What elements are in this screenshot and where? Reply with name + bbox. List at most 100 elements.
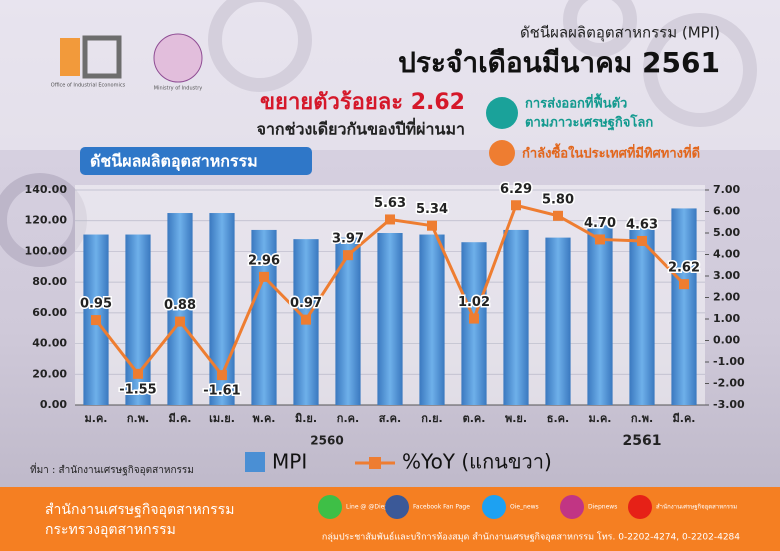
legend-label: %YoY (แกนขวา) bbox=[402, 450, 552, 474]
x-tick-label: ส.ค. bbox=[379, 412, 401, 425]
footer-ministry: กระทรวงอุตสาหกรรม bbox=[45, 522, 176, 538]
bar bbox=[335, 237, 361, 405]
data-label: -1.55 bbox=[119, 382, 156, 397]
y-tick-label: 0.00 bbox=[40, 398, 67, 411]
headline: ขยายตัวร้อยละ 2.62 bbox=[260, 90, 465, 115]
x-group-label: 2561 bbox=[623, 433, 662, 449]
y2-tick-label: -3.00 bbox=[713, 398, 745, 411]
y2-tick-label: 4.00 bbox=[713, 248, 740, 261]
x-tick-label: ต.ค. bbox=[463, 412, 486, 425]
point bbox=[679, 279, 689, 290]
y2-tick-label: 1.00 bbox=[713, 312, 740, 325]
social: Facebook Fan Page bbox=[413, 504, 470, 511]
bar bbox=[461, 242, 487, 405]
point bbox=[91, 315, 101, 326]
bar bbox=[587, 225, 613, 405]
y2-tick-label: -2.00 bbox=[713, 377, 745, 390]
x-tick-label: มี.ค. bbox=[169, 412, 192, 425]
data-label: 0.97 bbox=[290, 296, 322, 311]
point bbox=[511, 200, 521, 211]
bar bbox=[377, 233, 403, 405]
bar bbox=[671, 208, 697, 405]
social: Diepnews bbox=[588, 504, 617, 511]
point bbox=[301, 314, 311, 325]
gears bbox=[0, 0, 757, 267]
icon bbox=[486, 97, 518, 129]
y2-tick-label: 3.00 bbox=[713, 269, 740, 282]
y2-tick-label: 7.00 bbox=[713, 183, 740, 196]
x-tick-label: ก.พ. bbox=[631, 412, 653, 425]
data-label: -1.61 bbox=[203, 384, 240, 399]
icon bbox=[489, 140, 515, 166]
icon bbox=[385, 495, 409, 519]
legend-swatch bbox=[245, 452, 265, 472]
x-tick-label: ก.ย. bbox=[421, 412, 442, 425]
icon bbox=[482, 495, 506, 519]
data-label: 4.70 bbox=[584, 216, 616, 231]
data-label: 2.96 bbox=[248, 253, 280, 268]
chart-title: ดัชนีผลผลิตอุตสาหกรรม bbox=[90, 152, 258, 172]
title: ประจำเดือนมีนาคม 2561 bbox=[398, 46, 720, 79]
icon bbox=[318, 495, 342, 519]
data-label: 3.97 bbox=[332, 232, 364, 247]
subline: จากช่วงเดียวกันของปีที่ผ่านมา bbox=[257, 118, 465, 139]
social: Oie_news bbox=[510, 504, 539, 511]
data-label: 1.02 bbox=[458, 295, 490, 310]
highlight: การส่งออกที่ฟื้นตัว bbox=[525, 93, 627, 112]
point bbox=[217, 370, 227, 381]
bar bbox=[503, 229, 529, 405]
point bbox=[553, 210, 563, 221]
y-tick-label: 100.00 bbox=[25, 244, 68, 257]
point bbox=[385, 214, 395, 225]
x-tick-label: ม.ค. bbox=[85, 412, 108, 425]
x-tick-label: ธ.ค. bbox=[547, 412, 569, 425]
data-label: 5.80 bbox=[542, 192, 574, 207]
y2-tick-label: -1.00 bbox=[713, 355, 745, 368]
chart-title-box bbox=[80, 147, 312, 175]
y2-tick-label: 0.00 bbox=[713, 334, 740, 347]
highlight: กำลังซื้อในประเทศที่มีทิศทางที่ดี bbox=[522, 143, 700, 162]
x-tick-label: ก.พ. bbox=[127, 412, 149, 425]
logo-text: Ministry of Industry bbox=[154, 86, 202, 92]
y2-tick-label: 2.00 bbox=[713, 291, 740, 304]
logo bbox=[82, 35, 122, 79]
logo bbox=[153, 33, 203, 83]
y-tick-label: 120.00 bbox=[25, 214, 68, 227]
header-bg bbox=[0, 0, 780, 150]
x-tick-label: เม.ย. bbox=[209, 412, 235, 425]
social: Line @ @Diepr bbox=[346, 504, 391, 511]
highlight: ตามภาวะเศรษฐกิจโลก bbox=[525, 114, 653, 132]
kicker: ดัชนีผลผลิตอุตสาหกรรม (MPI) bbox=[520, 24, 720, 43]
logo bbox=[60, 38, 80, 76]
x-tick-label: ม.ค. bbox=[589, 412, 612, 425]
bar bbox=[419, 234, 445, 405]
social: สำนักงานเศรษฐกิจอุตสาหกรรม bbox=[656, 504, 737, 511]
data-label: 0.95 bbox=[80, 297, 112, 312]
point bbox=[637, 235, 647, 246]
source: ที่มา : สำนักงานเศรษฐกิจอุตสาหกรรม bbox=[30, 462, 194, 476]
point bbox=[133, 368, 143, 379]
legend-swatch bbox=[369, 457, 381, 469]
bar bbox=[167, 213, 193, 405]
y-tick-label: 80.00 bbox=[32, 275, 67, 288]
data-label: 2.62 bbox=[668, 261, 700, 276]
logo-text: Office of Industrial Economics bbox=[51, 83, 126, 89]
bar bbox=[125, 234, 151, 405]
y-tick-label: 20.00 bbox=[32, 367, 67, 380]
icon bbox=[628, 495, 652, 519]
point bbox=[469, 313, 479, 324]
y2-tick-label: 6.00 bbox=[713, 205, 740, 218]
x-tick-label: มิ.ย. bbox=[295, 412, 317, 425]
y-tick-label: 40.00 bbox=[32, 337, 67, 350]
footer-org: สำนักงานเศรษฐกิจอุตสาหกรรม bbox=[45, 502, 234, 518]
point bbox=[595, 234, 605, 245]
footer-contact: กลุ่มประชาสัมพันธ์และบริการห้องสมุด สำนั… bbox=[322, 531, 740, 543]
legend-label: MPI bbox=[272, 450, 307, 474]
x-tick-label: พ.ย. bbox=[505, 412, 527, 425]
x-group-label: 2560 bbox=[310, 434, 343, 448]
point bbox=[259, 271, 269, 282]
data-label: 5.34 bbox=[416, 202, 448, 217]
data-label: 5.63 bbox=[374, 196, 406, 211]
